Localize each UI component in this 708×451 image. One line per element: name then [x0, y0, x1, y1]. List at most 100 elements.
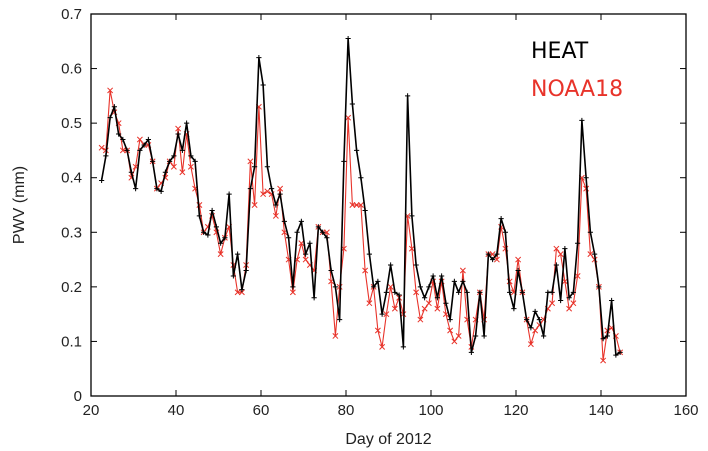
data-point — [264, 164, 270, 170]
data-point — [179, 147, 185, 154]
data-point — [430, 273, 436, 279]
legend: HEAT NOAA18 — [531, 39, 623, 102]
data-point — [468, 349, 474, 355]
data-point — [413, 289, 420, 296]
x-tick-label: 120 — [503, 402, 528, 419]
data-point — [170, 163, 177, 170]
data-point — [145, 136, 151, 143]
data-point — [371, 284, 377, 290]
data-point — [561, 278, 568, 285]
data-point — [133, 186, 139, 192]
data-point — [269, 186, 275, 192]
data-point — [286, 235, 292, 241]
data-point — [456, 289, 462, 295]
data-point — [519, 289, 525, 295]
data-point — [570, 289, 576, 295]
data-point — [557, 251, 564, 258]
data-point — [507, 289, 513, 295]
data-point — [141, 142, 147, 148]
data-point — [353, 202, 360, 208]
data-point — [234, 289, 241, 296]
data-point — [298, 218, 304, 224]
plot-frame — [90, 13, 687, 397]
data-point — [205, 232, 211, 238]
data-point — [107, 115, 113, 121]
data-point — [388, 262, 394, 268]
data-point — [243, 267, 249, 274]
y-tick-label: 0.3 — [61, 224, 82, 241]
data-point — [154, 186, 160, 192]
data-point — [574, 272, 581, 279]
data-point — [366, 300, 373, 307]
data-point — [434, 295, 440, 301]
data-point — [532, 327, 539, 334]
data-point — [277, 185, 284, 192]
data-point — [528, 325, 534, 331]
data-point — [566, 305, 573, 312]
data-point — [459, 267, 466, 274]
data-point — [422, 295, 428, 301]
data-point — [596, 284, 602, 290]
data-point — [162, 169, 168, 175]
data-point — [345, 114, 352, 121]
data-point — [451, 338, 458, 345]
y-axis-title: PWV (mm) — [11, 166, 28, 244]
x-tick-label: 60 — [253, 402, 270, 419]
data-point — [600, 357, 607, 364]
data-point — [515, 267, 521, 274]
data-point — [473, 333, 479, 339]
data-point — [447, 327, 454, 334]
data-point — [302, 256, 309, 263]
data-point — [137, 147, 143, 154]
data-point — [609, 297, 615, 304]
data-point — [575, 240, 581, 246]
data-point — [315, 224, 321, 230]
data-point — [226, 191, 232, 197]
data-point — [184, 120, 190, 126]
data-point — [485, 251, 491, 257]
data-point — [451, 278, 457, 284]
y-tick-label: 0.7 — [61, 6, 82, 23]
data-point — [294, 229, 300, 235]
data-point — [592, 251, 598, 257]
data-point — [490, 256, 496, 263]
data-point — [553, 262, 559, 268]
y-tick-label: 0.6 — [61, 61, 82, 78]
data-point — [439, 273, 445, 279]
tick-labels: 20 40 60 80 100 120 140 160 0 0.1 0.2 0.3 0.4 0.5 0.6 0… — [61, 6, 698, 419]
data-point — [273, 202, 279, 208]
data-point — [413, 262, 419, 268]
data-point — [383, 289, 389, 295]
data-point — [307, 240, 313, 246]
data-point — [549, 300, 556, 307]
data-point — [103, 153, 109, 159]
y-tick-label: 0.1 — [61, 333, 82, 350]
x-tick-label: 80 — [338, 402, 355, 419]
data-point — [209, 207, 215, 214]
data-point — [328, 267, 334, 274]
data-point — [489, 251, 496, 258]
data-point — [239, 286, 245, 293]
data-point — [320, 229, 326, 235]
x-tick-label: 40 — [168, 402, 185, 419]
data-point — [128, 169, 134, 175]
data-point — [230, 273, 236, 279]
data-point — [464, 289, 470, 295]
data-point — [434, 305, 441, 312]
data-point — [396, 292, 402, 298]
data-point — [391, 305, 398, 312]
data-point — [247, 186, 253, 192]
data-point — [613, 352, 619, 358]
data-point — [493, 256, 500, 263]
data-point — [336, 283, 343, 290]
data-point — [345, 35, 351, 42]
data-point — [357, 202, 364, 208]
data-point — [617, 349, 623, 355]
data-point — [281, 218, 287, 224]
data-point — [566, 295, 572, 301]
data-point — [341, 158, 347, 164]
data-point — [235, 251, 241, 257]
data-point — [201, 229, 207, 235]
data-point — [323, 229, 330, 236]
